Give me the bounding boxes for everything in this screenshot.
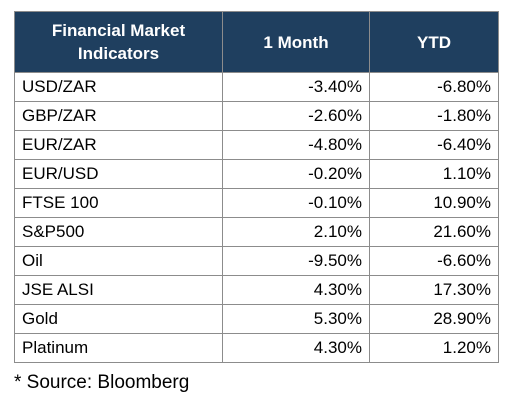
row-1-month-value: 4.30% <box>222 333 370 363</box>
header-1-month: 1 Month <box>222 11 370 73</box>
header-indicator: Financial Market Indicators <box>14 11 223 73</box>
row-label: Gold <box>14 304 223 334</box>
table-row: Gold 5.30% 28.90% <box>14 304 499 334</box>
row-ytd-value: -6.60% <box>369 246 499 276</box>
row-ytd-value: 10.90% <box>369 188 499 218</box>
table-row: FTSE 100 -0.10% 10.90% <box>14 188 499 218</box>
table-row: JSE ALSI 4.30% 17.30% <box>14 275 499 305</box>
row-1-month-value: -2.60% <box>222 101 370 131</box>
row-1-month-value: 2.10% <box>222 217 370 247</box>
row-1-month-value: 5.30% <box>222 304 370 334</box>
table-row: GBP/ZAR -2.60% -1.80% <box>14 101 499 131</box>
table-row: S&P500 2.10% 21.60% <box>14 217 499 247</box>
row-ytd-value: -6.80% <box>369 72 499 102</box>
header-row: Financial Market Indicators 1 Month YTD <box>14 11 499 73</box>
row-label: Oil <box>14 246 223 276</box>
row-ytd-value: 28.90% <box>369 304 499 334</box>
row-ytd-value: 17.30% <box>369 275 499 305</box>
row-label: JSE ALSI <box>14 275 223 305</box>
row-ytd-value: 1.10% <box>369 159 499 189</box>
row-label: USD/ZAR <box>14 72 223 102</box>
table-row: EUR/USD -0.20% 1.10% <box>14 159 499 189</box>
row-ytd-value: -6.40% <box>369 130 499 160</box>
table-row: USD/ZAR -3.40% -6.80% <box>14 72 499 102</box>
header-ytd: YTD <box>369 11 499 73</box>
financial-indicators-table: Financial Market Indicators 1 Month YTD … <box>14 11 499 363</box>
row-1-month-value: -0.20% <box>222 159 370 189</box>
row-label: GBP/ZAR <box>14 101 223 131</box>
row-1-month-value: -3.40% <box>222 72 370 102</box>
row-label: EUR/USD <box>14 159 223 189</box>
row-1-month-value: -4.80% <box>222 130 370 160</box>
table-row: Platinum 4.30% 1.20% <box>14 333 499 363</box>
row-ytd-value: -1.80% <box>369 101 499 131</box>
source-footnote: * Source: Bloomberg <box>14 372 190 393</box>
row-ytd-value: 21.60% <box>369 217 499 247</box>
row-1-month-value: 4.30% <box>222 275 370 305</box>
row-label: S&P500 <box>14 217 223 247</box>
row-1-month-value: -9.50% <box>222 246 370 276</box>
indicators-table-container: Financial Market Indicators 1 Month YTD … <box>14 11 499 363</box>
table-row: Oil -9.50% -6.60% <box>14 246 499 276</box>
row-ytd-value: 1.20% <box>369 333 499 363</box>
row-label: EUR/ZAR <box>14 130 223 160</box>
row-1-month-value: -0.10% <box>222 188 370 218</box>
row-label: FTSE 100 <box>14 188 223 218</box>
row-label: Platinum <box>14 333 223 363</box>
table-row: EUR/ZAR -4.80% -6.40% <box>14 130 499 160</box>
